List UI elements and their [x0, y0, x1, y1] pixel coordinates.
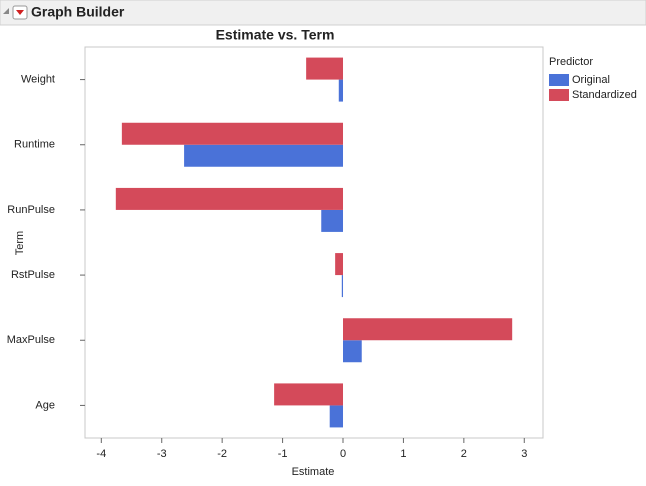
- disclosure-icon[interactable]: [3, 8, 9, 14]
- y-axis-label: Term: [14, 231, 26, 255]
- legend-title: Predictor: [549, 56, 593, 68]
- x-tick-label: -3: [157, 448, 167, 460]
- bar: [115, 187, 344, 210]
- bar: [338, 79, 344, 102]
- y-tick-label: MaxPulse: [7, 334, 55, 346]
- header-bar: [0, 0, 646, 26]
- chart-title: Estimate vs. Term: [216, 27, 335, 43]
- bar: [274, 383, 344, 406]
- plot-frame: [84, 46, 544, 439]
- header-title: Graph Builder: [31, 4, 125, 20]
- bar: [306, 57, 344, 80]
- bar: [343, 318, 513, 341]
- legend-swatch: [549, 89, 569, 101]
- x-tick-label: -4: [96, 448, 106, 460]
- y-tick-label: RunPulse: [7, 204, 55, 216]
- x-tick-label: 0: [340, 448, 346, 460]
- legend-label: Standardized: [572, 89, 637, 101]
- bar: [321, 209, 344, 232]
- menu-arrow: [16, 10, 24, 15]
- y-tick-label: Runtime: [14, 139, 55, 151]
- y-tick-label: Weight: [21, 73, 55, 85]
- x-tick-label: -1: [278, 448, 288, 460]
- x-tick-label: 3: [521, 448, 527, 460]
- bar: [121, 122, 344, 145]
- bar: [341, 275, 344, 298]
- x-tick-label: 1: [400, 448, 406, 460]
- bar: [329, 405, 344, 428]
- y-tick-label: Age: [35, 399, 55, 411]
- bar: [335, 253, 344, 276]
- legend-label: Original: [572, 74, 610, 86]
- x-tick-label: -2: [217, 448, 227, 460]
- x-tick-label: 2: [461, 448, 467, 460]
- bar: [184, 144, 344, 167]
- y-tick-label: RstPulse: [11, 269, 55, 281]
- legend-swatch: [549, 74, 569, 86]
- x-axis-label: Estimate: [292, 466, 335, 478]
- bar: [343, 340, 362, 363]
